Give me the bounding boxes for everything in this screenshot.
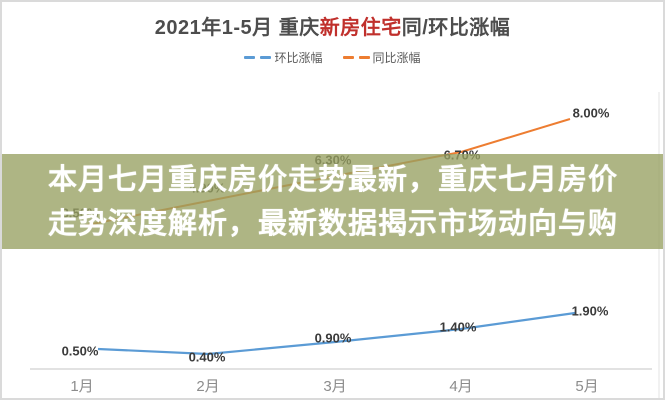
chart-legend: 环比涨幅 同比涨幅 (2, 49, 663, 66)
dashed-line-icon (244, 56, 272, 59)
data-label-mom-mar: 0.90% (314, 330, 352, 346)
data-label-mom-apr: 1.40% (439, 319, 477, 335)
legend-label-yoy: 同比涨幅 (372, 51, 421, 65)
x-axis-label-mar: 3月 (323, 378, 347, 395)
mom-line (97, 311, 576, 356)
legend-item-yoy: 同比涨幅 (342, 49, 421, 66)
headline-line-1: 本月七月重庆房价走势最新，重庆七月房价 (48, 164, 619, 196)
data-label-mom-jan: 0.50% (61, 343, 99, 359)
headline-overlay-banner: 本月七月重庆房价走势最新，重庆七月房价 走势深度解析，最新数据揭示市场动向与购 (2, 154, 663, 249)
chart-title-suffix: 同/环比涨幅 (401, 17, 511, 39)
headline-line-2: 走势深度解析，最新数据揭示市场动向与购 (48, 208, 619, 240)
legend-label-mom: 环比涨幅 (274, 51, 323, 65)
x-axis-label-jan: 1月 (70, 378, 94, 395)
data-label-mom-may: 1.90% (571, 303, 609, 319)
x-axis-label-apr: 4月 (449, 378, 473, 395)
chart-title: 2021年1-5月 重庆新房住宅同/环比涨幅 (2, 11, 663, 40)
data-label-mom-feb: 0.40% (188, 349, 226, 365)
chart-title-prefix: 2021年1-5月 重庆 (154, 17, 320, 39)
data-label-yoy-may: 8.00% (572, 105, 610, 121)
dashed-line-icon (342, 56, 370, 59)
legend-item-mom: 环比涨幅 (244, 49, 323, 66)
x-axis-label-feb: 2月 (196, 378, 220, 395)
chart-title-highlight: 新房住宅 (319, 17, 402, 39)
x-axis-label-may: 5月 (575, 378, 599, 395)
